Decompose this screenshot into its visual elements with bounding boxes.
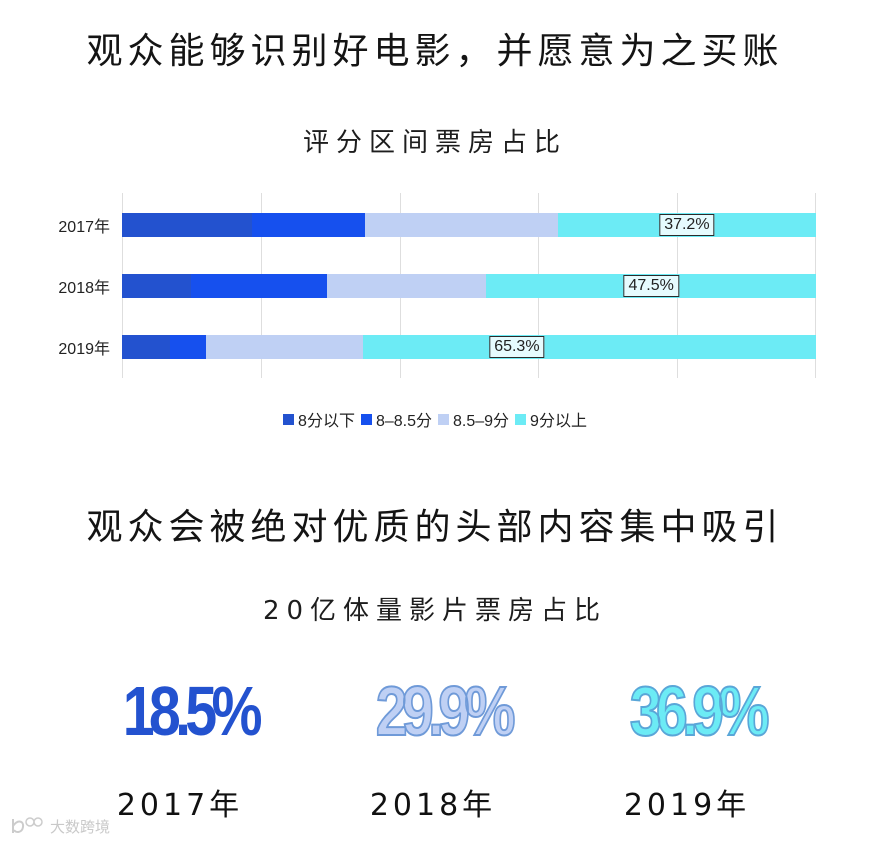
watermark-text: 大数跨境 <box>50 817 111 836</box>
stat-year-2019: 2019年 <box>623 788 751 823</box>
legend-label: 8分以下 <box>298 413 355 430</box>
legend-label: 8.5–9分 <box>453 413 510 430</box>
segment-8-8_5 <box>251 213 365 237</box>
y-label-2018: 2018年 <box>58 280 110 297</box>
legend-swatch <box>360 413 372 425</box>
stat-2017: 18.5% <box>75 676 305 746</box>
segment-8_5-9 <box>364 213 558 237</box>
legend-item-below-8: 8分以下 <box>283 407 355 431</box>
segment-above-9: 37.2% <box>557 213 816 237</box>
watermark: 大数跨境 <box>10 815 110 837</box>
stat-value: 36.9% <box>629 672 770 750</box>
watermark-logo-icon <box>12 817 43 833</box>
legend-item-8_5-9: 8.5–9分 <box>438 407 509 431</box>
segment-8-8_5 <box>169 335 206 359</box>
chart-legend: 8分以下 8–8.5分 8.5–9分 9分以上 <box>0 407 870 431</box>
legend-swatch <box>438 413 449 425</box>
stat-year-2017: 2017年 <box>116 788 244 823</box>
data-label: 65.3% <box>489 336 545 358</box>
segment-8_5-9 <box>326 274 487 298</box>
segment-8-8_5 <box>190 274 327 298</box>
stat-2019: 36.9% <box>582 672 812 750</box>
segment-below-8 <box>122 274 191 298</box>
stacked-bar-chart: 37.2% 47.5% 65.3% <box>122 193 816 378</box>
chart-title-rating: 评分区间票房占比 <box>302 128 567 158</box>
data-label: 37.2% <box>659 214 715 236</box>
stat-year-2018: 2018年 <box>369 788 497 823</box>
bar-2017: 37.2% <box>122 213 816 237</box>
segment-above-9: 65.3% <box>362 335 816 359</box>
segment-above-9: 47.5% <box>486 274 816 298</box>
segment-below-8 <box>122 213 252 237</box>
legend-swatch <box>515 413 527 425</box>
y-label-2017: 2017年 <box>58 219 110 236</box>
legend-item-8-8_5: 8–8.5分 <box>360 407 432 431</box>
chart-title-big-films: 20亿体量影片票房占比 <box>262 596 608 626</box>
bar-2018: 47.5% <box>122 274 816 298</box>
bar-2019: 65.3% <box>122 335 816 359</box>
stat-2018: 29.9% <box>328 672 558 750</box>
headline-top: 观众能够识别好电影，并愿意为之买账 <box>86 31 784 72</box>
legend-swatch <box>283 413 295 425</box>
segment-below-8 <box>122 335 170 359</box>
y-label-2019: 2019年 <box>58 341 110 358</box>
legend-label: 8–8.5分 <box>375 413 432 430</box>
stat-value: 29.9% <box>375 672 516 750</box>
segment-8_5-9 <box>205 335 363 359</box>
legend-label: 9分以上 <box>530 413 587 430</box>
data-label: 47.5% <box>623 275 679 297</box>
headline-bottom: 观众会被绝对优质的头部内容集中吸引 <box>86 507 784 548</box>
legend-item-above-9: 9分以上 <box>515 407 587 431</box>
stat-value: 18.5% <box>122 672 263 750</box>
